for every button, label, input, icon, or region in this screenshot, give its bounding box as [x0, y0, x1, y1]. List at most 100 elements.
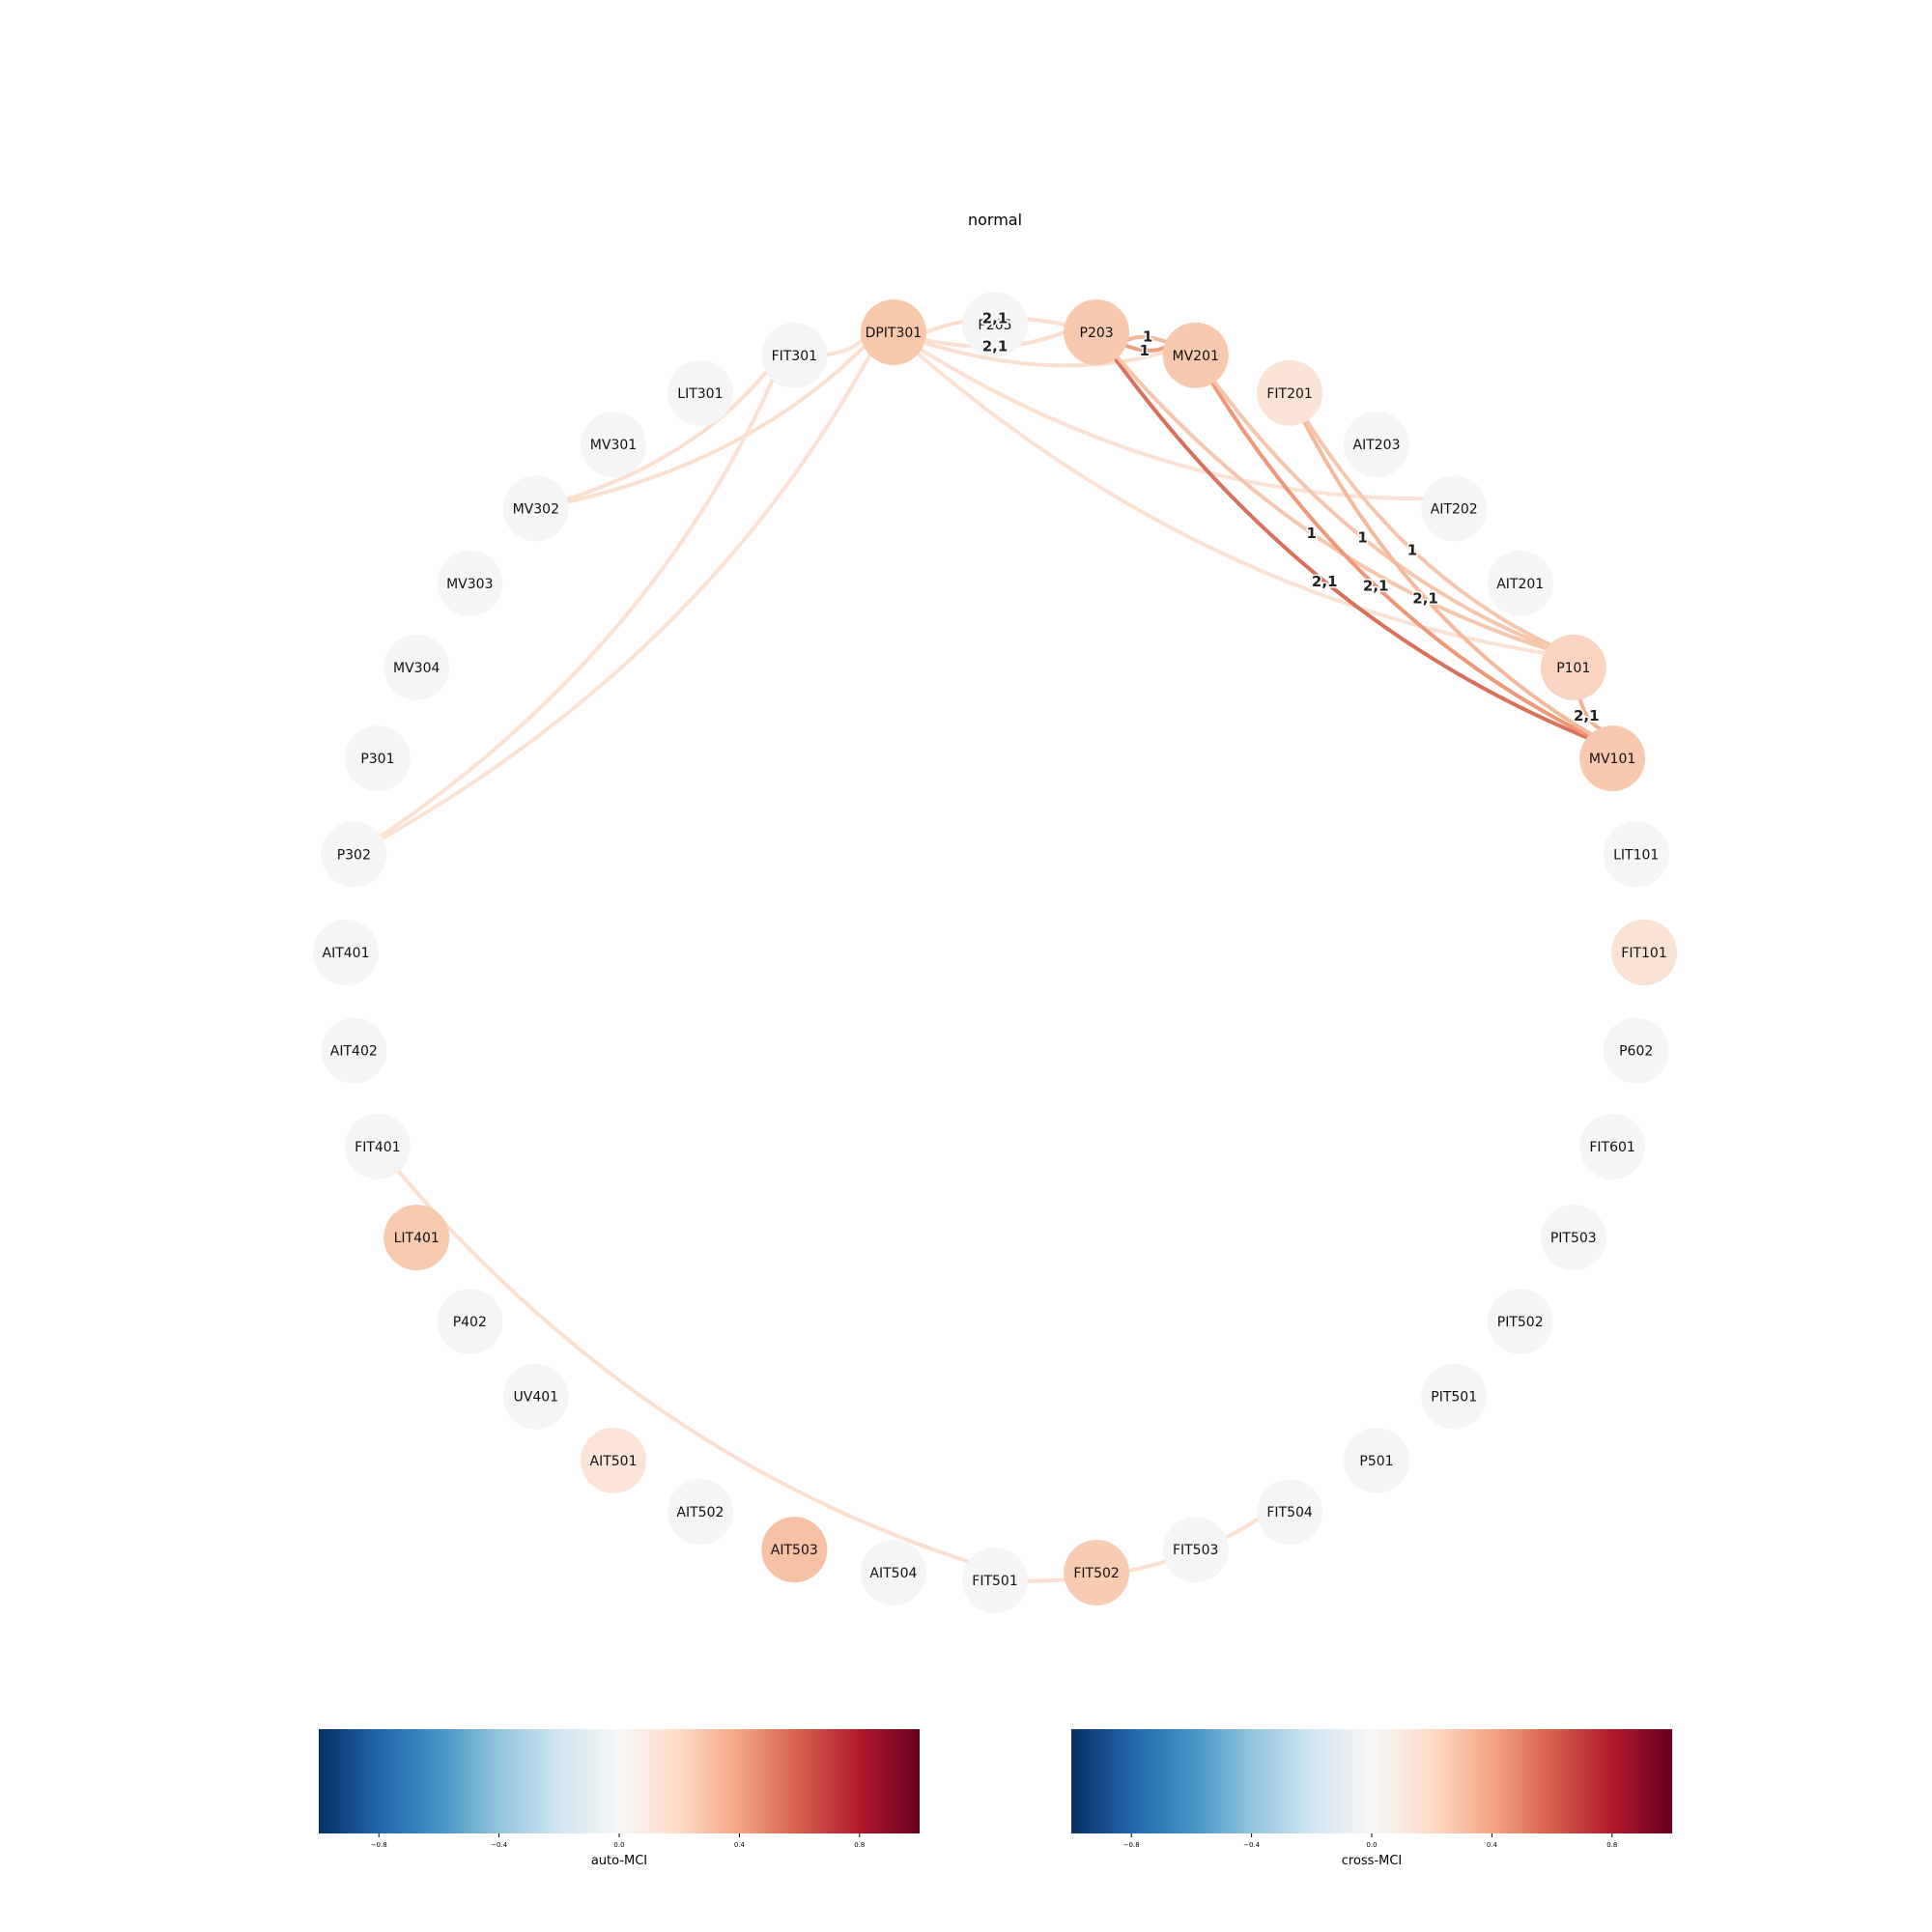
- node-fit601: FIT601: [1579, 1113, 1646, 1179]
- edge-mv201-p101: [1193, 353, 1550, 649]
- node-circle: [761, 322, 828, 388]
- node-p101: P101: [1540, 634, 1606, 700]
- node-circle: [581, 412, 646, 478]
- node-label: UV401: [514, 1390, 559, 1406]
- node-p302: P302: [321, 821, 387, 888]
- node-label: AIT202: [1431, 501, 1478, 517]
- node-p203: P203: [1064, 299, 1130, 365]
- edge-lag-label: 1: [1407, 541, 1417, 558]
- node-label: FIT401: [355, 1140, 400, 1155]
- node-lit101: LIT101: [1603, 821, 1669, 888]
- node-circle: [502, 1363, 569, 1430]
- colorbar-tick-label: 0.8: [854, 1841, 865, 1849]
- node-circle: [321, 1017, 387, 1084]
- node-circle: [502, 475, 569, 542]
- node-circle: [1540, 634, 1606, 700]
- node-pit501: PIT501: [1421, 1363, 1488, 1430]
- node-label: LIT101: [1613, 847, 1659, 863]
- node-label: P602: [1619, 1044, 1653, 1060]
- node-circle: [1540, 1205, 1606, 1271]
- node-circle: [962, 1548, 1028, 1613]
- node-p301: P301: [344, 725, 411, 792]
- edge-p203-p101: [1094, 330, 1548, 651]
- node-circle: [344, 1113, 411, 1179]
- colorbar-cross-mci-ticks: −0.8 −0.4 0.0 0.4 0.8: [1123, 1833, 1617, 1849]
- node-fit503: FIT503: [1162, 1517, 1229, 1583]
- edge-lag-label: 1: [1306, 525, 1316, 542]
- node-circle: [344, 725, 411, 792]
- node-fit301: FIT301: [761, 322, 828, 388]
- edge-fit201-mv101: [1288, 390, 1593, 736]
- node-fit504: FIT504: [1257, 1479, 1323, 1546]
- node-lit301: LIT301: [667, 359, 733, 426]
- edge-p302-fit301: [352, 378, 775, 857]
- node-ait504: AIT504: [860, 1540, 926, 1605]
- node-label: AIT502: [676, 1505, 724, 1520]
- node-circle: [384, 1205, 450, 1271]
- node-circle: [962, 292, 1028, 357]
- edge-lag-label: 2,1: [1363, 578, 1389, 595]
- edge-dpit301-mv201: [891, 330, 1165, 368]
- node-label: AIT402: [330, 1044, 378, 1060]
- edge-fit501-fit504: [993, 1517, 1260, 1583]
- edge-lag-label: 2,1: [1574, 707, 1600, 724]
- node-circle: [321, 821, 387, 888]
- colorbar-tick-label: 0.4: [734, 1841, 746, 1849]
- node-label: PIT501: [1431, 1390, 1477, 1406]
- node-fit101: FIT101: [1611, 920, 1677, 985]
- node-ait203: AIT203: [1344, 412, 1409, 478]
- node-label: MV302: [513, 501, 559, 517]
- colorbar-auto-mci: −0.8 −0.4 0.0 0.4 0.8 auto-MCI: [319, 1729, 920, 1868]
- colorbar-tick-label: −0.4: [491, 1841, 508, 1849]
- node-mv303: MV303: [437, 550, 503, 616]
- node-circle: [1064, 1540, 1130, 1605]
- node-circle: [1421, 475, 1488, 542]
- edge-fit201-p101: [1288, 390, 1552, 647]
- node-fit501: FIT501: [962, 1548, 1028, 1613]
- node-circle: [761, 1517, 828, 1583]
- node-ait502: AIT502: [667, 1479, 733, 1546]
- edge-lag-label: 1: [1139, 342, 1149, 359]
- edge-lag-label: 2,1: [1312, 573, 1338, 590]
- node-ait501: AIT501: [581, 1427, 646, 1493]
- node-ait202: AIT202: [1421, 475, 1488, 542]
- node-circle: [1611, 920, 1677, 985]
- edge-fit401-fit501: [375, 1144, 971, 1564]
- colorbar-auto-mci-ticks: −0.8 −0.4 0.0 0.4 0.8: [371, 1833, 865, 1849]
- colorbar-tick-label: −0.8: [1123, 1841, 1140, 1849]
- colorbar-tick-label: 0.0: [613, 1841, 624, 1849]
- node-label: FIT501: [972, 1574, 1017, 1589]
- node-label: AIT203: [1353, 438, 1401, 453]
- node-p602: P602: [1603, 1017, 1669, 1084]
- node-label: AIT501: [590, 1454, 638, 1469]
- node-circle: [860, 299, 926, 365]
- node-circle: [581, 1427, 646, 1493]
- node-label: LIT401: [394, 1231, 440, 1246]
- colorbar-auto-mci-label: auto-MCI: [591, 1854, 647, 1868]
- node-pit503: PIT503: [1540, 1205, 1606, 1271]
- node-label: P402: [453, 1315, 487, 1330]
- node-mv301: MV301: [581, 412, 646, 478]
- node-p205: P205: [962, 292, 1028, 357]
- chart-title: normal: [968, 211, 1022, 229]
- node-dpit301: DPIT301: [860, 299, 926, 365]
- colorbar-auto-mci-gradient: [319, 1729, 920, 1833]
- node-ait402: AIT402: [321, 1017, 387, 1084]
- colorbar-tick-label: 0.0: [1366, 1841, 1377, 1849]
- node-circle: [1257, 359, 1323, 426]
- node-label: LIT301: [677, 386, 723, 402]
- node-mv304: MV304: [384, 634, 450, 700]
- node-label: MV301: [590, 438, 637, 453]
- node-circle: [1579, 725, 1646, 792]
- node-fit401: FIT401: [344, 1113, 411, 1179]
- node-label: FIT502: [1073, 1566, 1119, 1581]
- node-label: P101: [1556, 661, 1590, 676]
- node-label: DPIT301: [866, 326, 923, 341]
- node-fit201: FIT201: [1257, 359, 1323, 426]
- node-circle: [437, 1289, 503, 1355]
- edge-mv302-fit301: [533, 370, 769, 511]
- edge-mv302-dpit301: [533, 345, 867, 511]
- node-label: AIT201: [1496, 577, 1544, 592]
